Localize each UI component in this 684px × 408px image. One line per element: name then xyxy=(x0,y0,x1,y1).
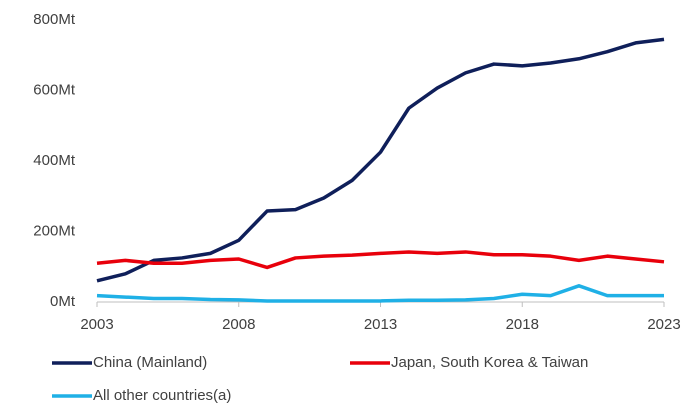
x-tick-label: 2008 xyxy=(222,316,255,333)
x-tick-label: 2018 xyxy=(506,316,539,333)
x-tick-label: 2023 xyxy=(647,316,680,333)
legend-label: Japan, South Korea & Taiwan xyxy=(391,354,588,371)
y-tick-label: 0Mt xyxy=(50,293,76,310)
x-tick-label: 2013 xyxy=(364,316,397,333)
y-tick-label: 400Mt xyxy=(33,152,76,169)
legend-label: All other countries(a) xyxy=(93,387,231,404)
legend-label: China (Mainland) xyxy=(93,354,207,371)
series-line xyxy=(96,284,664,303)
x-tick-label: 2003 xyxy=(80,316,113,333)
series-line xyxy=(96,250,665,270)
y-tick-label: 200Mt xyxy=(33,222,76,239)
y-tick-label: 800Mt xyxy=(33,11,76,28)
series-line xyxy=(96,37,665,283)
y-tick-label: 600Mt xyxy=(33,81,76,98)
